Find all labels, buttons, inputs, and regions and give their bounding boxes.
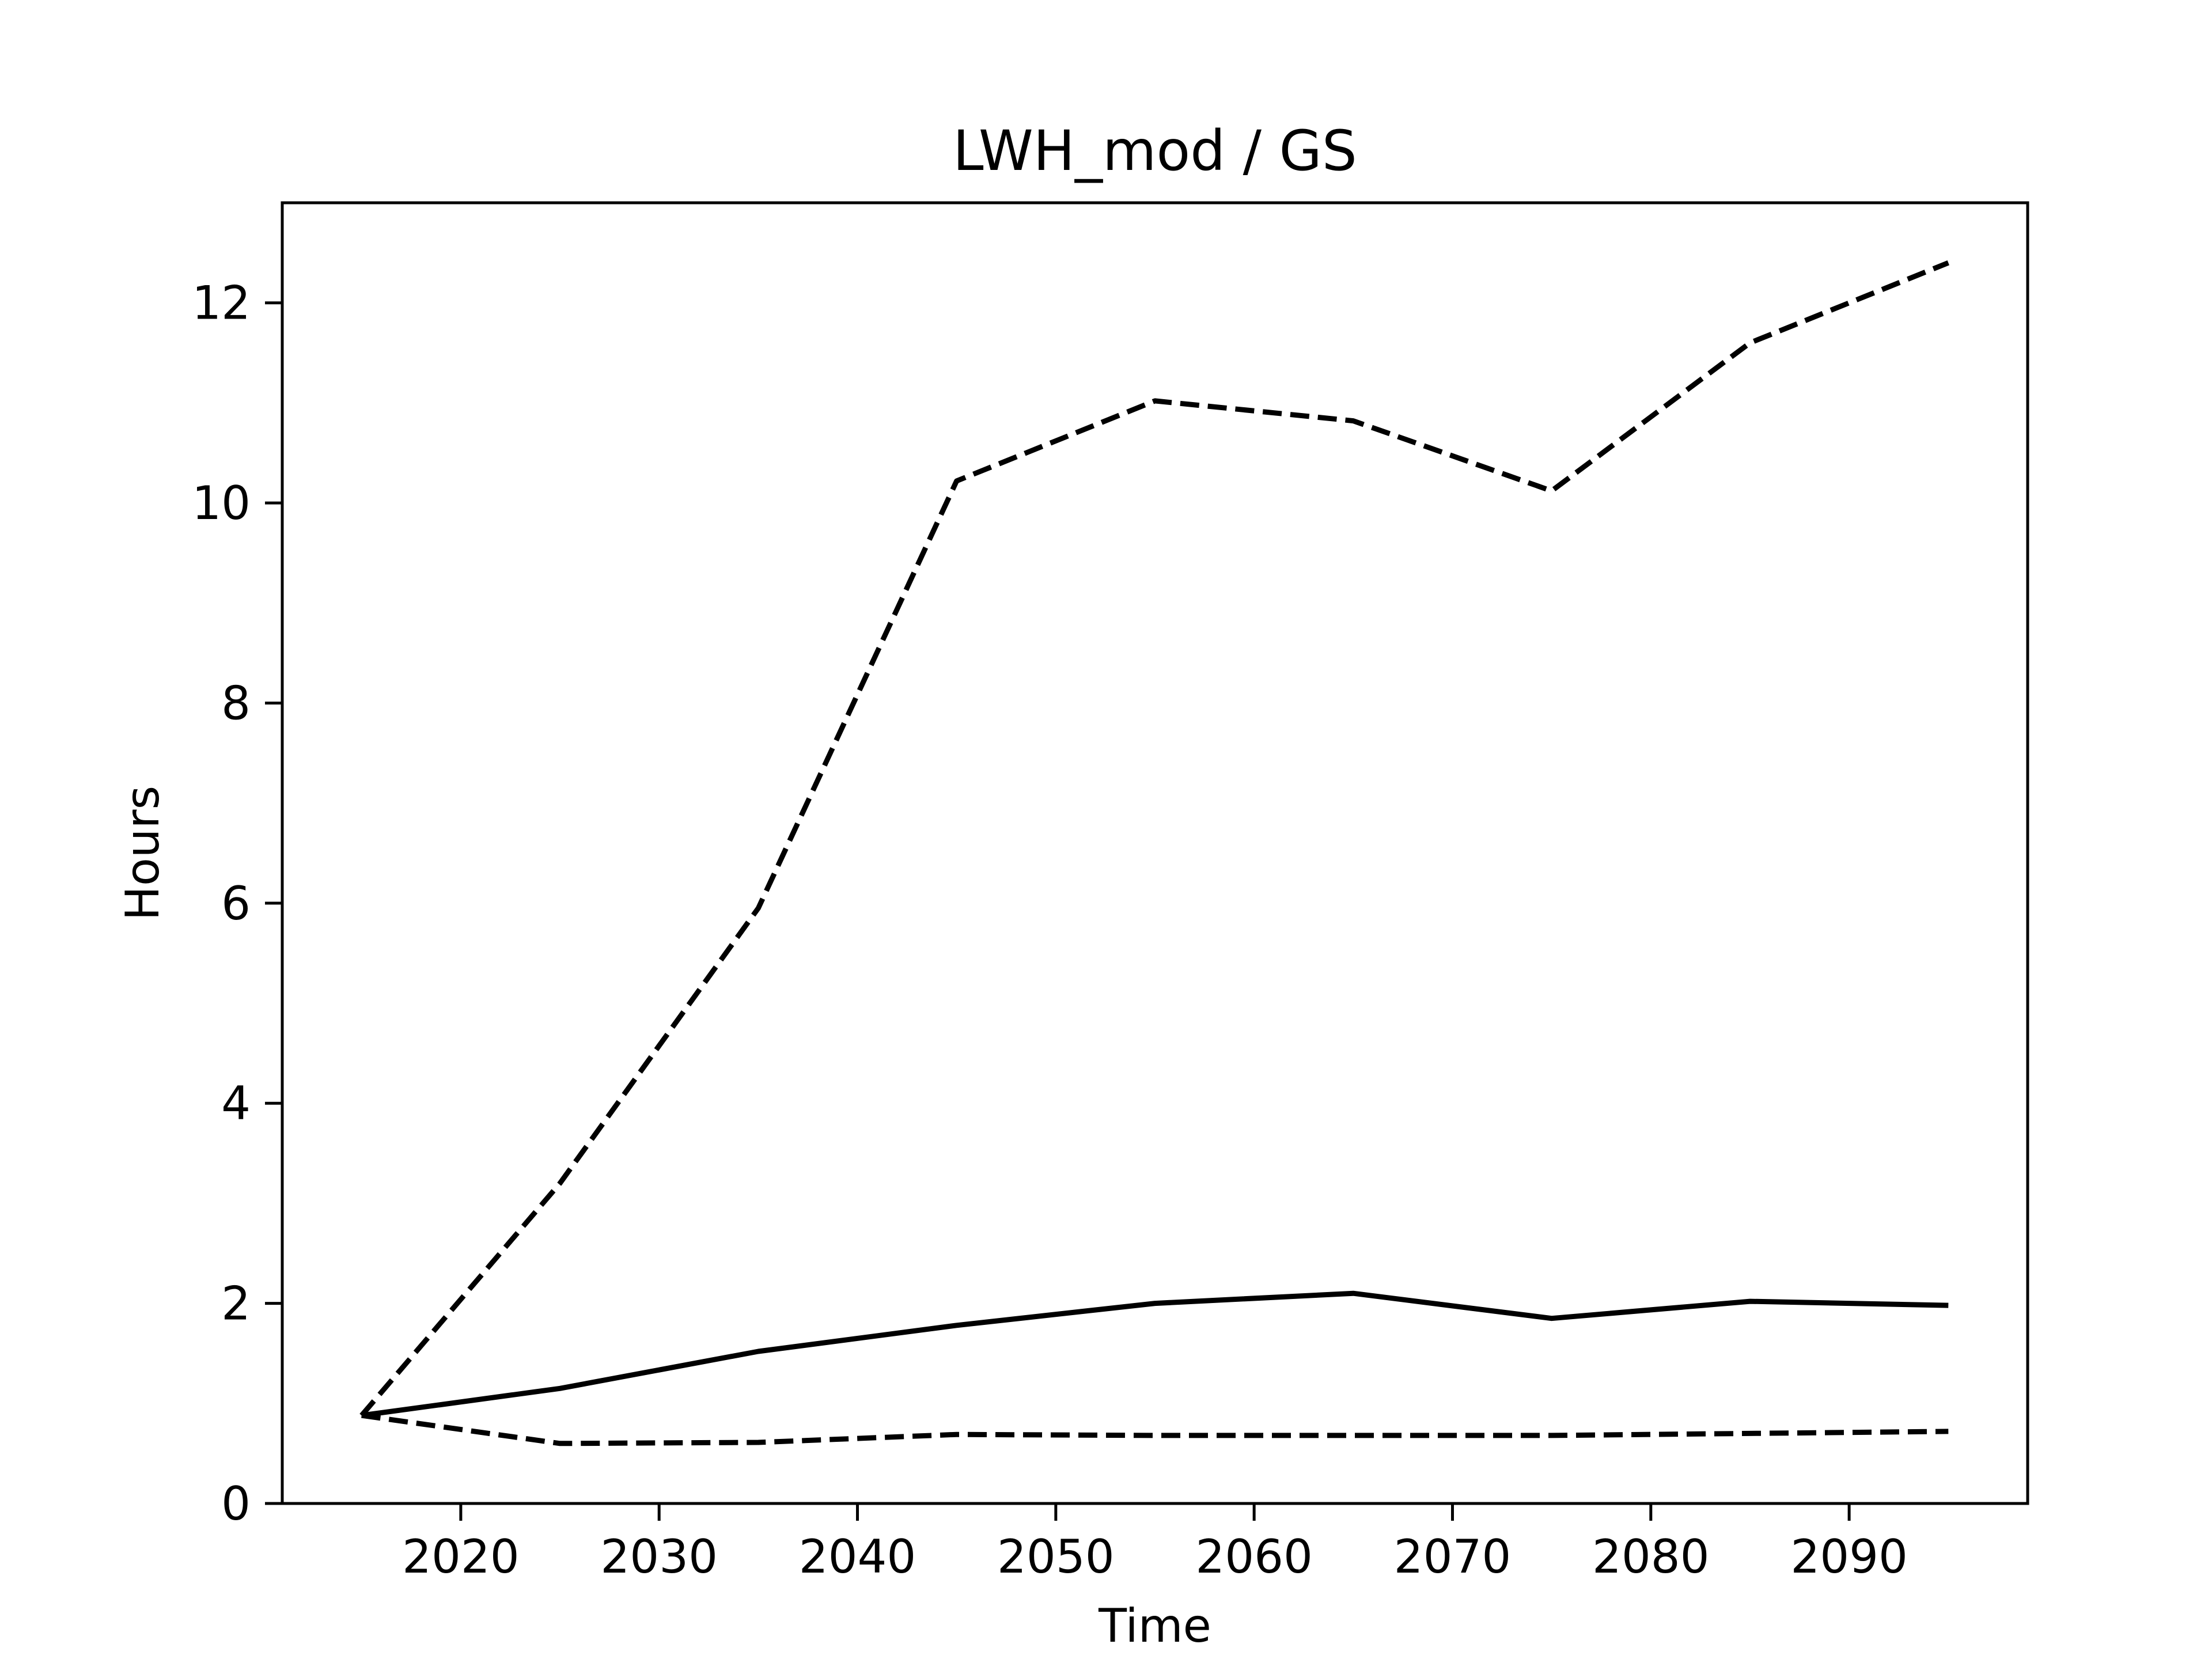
y-axis-label: Hours [116, 786, 169, 921]
x-tick-label: 2080 [1592, 1530, 1710, 1584]
series-line-3 [361, 1412, 1949, 1446]
series-line-1 [359, 260, 1949, 1418]
x-tick-label: 2070 [1394, 1530, 1512, 1584]
x-tick-label: 2060 [1195, 1530, 1313, 1584]
y-tick-label: 8 [221, 676, 251, 730]
y-tick-label: 0 [221, 1477, 251, 1531]
y-tick-label: 10 [192, 476, 251, 530]
plot-frame [281, 201, 2029, 1505]
y-tick-label: 2 [221, 1277, 251, 1331]
x-tick-label: 2040 [799, 1530, 916, 1584]
x-tick-label: 2050 [997, 1530, 1115, 1584]
y-axis: 0 2 4 6 8 10 12 [192, 276, 282, 1531]
series-line-2 [361, 1290, 1949, 1418]
chart-title: LWH_mod / GS [953, 119, 1357, 183]
x-tick-label: 2030 [600, 1530, 718, 1584]
y-tick-label: 6 [221, 877, 251, 930]
x-tick-label: 2020 [402, 1530, 520, 1584]
y-tick-label: 4 [221, 1077, 251, 1130]
x-axis-label: Time [1098, 1599, 1211, 1653]
series-layer [359, 260, 1949, 1446]
x-axis: 2020 2030 2040 2050 2060 2070 2080 2090 [402, 1503, 1908, 1584]
y-tick-label: 12 [192, 276, 251, 330]
x-tick-label: 2090 [1790, 1530, 1908, 1584]
